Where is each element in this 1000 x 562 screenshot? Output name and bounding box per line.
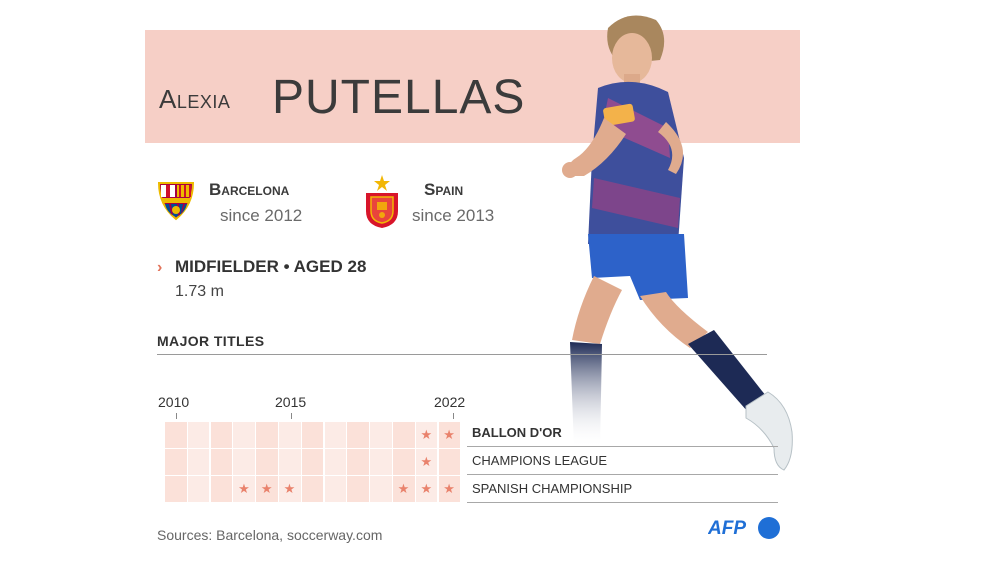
afp-logo: AFP <box>708 517 780 539</box>
title-star-icon: ★ <box>443 481 455 496</box>
title-cell-2020 <box>393 422 415 448</box>
title-cell-2011 <box>187 476 210 502</box>
title-cell-2018 <box>347 476 369 502</box>
title-cell-2018 <box>347 449 369 475</box>
title-cell-2016 <box>301 476 324 502</box>
title-star-icon: ★ <box>238 481 250 496</box>
major-titles-heading: MAJOR TITLES <box>157 333 265 349</box>
title-cell-2013 <box>233 476 255 502</box>
player-last-name: PUTELLAS <box>272 71 526 124</box>
title-cell-2012 <box>210 422 233 448</box>
spain-crest-icon <box>366 175 398 228</box>
title-cell-2022 <box>438 449 461 475</box>
row-divider <box>467 446 778 447</box>
title-cell-2019 <box>370 476 392 502</box>
title-cell-2016 <box>301 422 324 448</box>
title-cell-2014 <box>256 422 278 448</box>
title-cell-2013 <box>233 449 255 475</box>
title-cell-2022 <box>438 476 461 502</box>
title-cell-2014 <box>256 476 278 502</box>
year-tick-2015 <box>291 413 292 419</box>
title-cell-2015 <box>279 449 301 475</box>
title-star-icon: ★ <box>420 454 433 469</box>
title-star-icon: ★ <box>397 481 410 496</box>
position-age: MIDFIELDER • AGED 28 <box>175 257 367 276</box>
title-cell-2010 <box>165 449 187 475</box>
title-cell-2010 <box>165 476 187 502</box>
title-star-icon: ★ <box>443 427 455 442</box>
year-label-2022: 2022 <box>434 394 466 410</box>
title-cell-2011 <box>187 449 210 475</box>
title-cell-2015 <box>279 476 301 502</box>
title-cell-2011 <box>187 422 210 448</box>
year-tick-2010 <box>176 413 177 419</box>
title-row-ballon-dor: BALLON D'OR <box>472 425 562 440</box>
player-height: 1.73 m <box>175 283 224 300</box>
club-name: Barcelona <box>209 180 290 199</box>
year-label-2015: 2015 <box>275 394 307 410</box>
title-cell-2020 <box>393 476 415 502</box>
year-tick-2022 <box>453 413 454 419</box>
title-row-spanish-championship: SPANISH CHAMPIONSHIP <box>472 481 633 496</box>
title-cell-2022 <box>438 422 461 448</box>
title-cell-2013 <box>233 422 255 448</box>
title-star-icon: ★ <box>283 481 296 496</box>
title-cell-2021 <box>415 422 438 448</box>
title-cell-2019 <box>370 449 392 475</box>
title-star-icon: ★ <box>420 481 433 496</box>
fc-barcelona-crest-icon <box>157 182 195 221</box>
title-cell-2017 <box>324 449 347 475</box>
title-cell-2018 <box>347 422 369 448</box>
title-cell-2012 <box>210 449 233 475</box>
sources-note: Sources: Barcelona, soccerway.com <box>157 527 383 543</box>
year-label-2010: 2010 <box>158 394 190 410</box>
chevron-right-icon: › <box>157 259 163 276</box>
title-cell-2017 <box>324 422 347 448</box>
title-cell-2021 <box>415 476 438 502</box>
row-divider <box>467 474 778 475</box>
title-cell-2017 <box>324 476 347 502</box>
title-cell-2010 <box>165 422 187 448</box>
title-cell-2020 <box>393 449 415 475</box>
club-since: since 2012 <box>220 206 303 225</box>
player-first-name: Alexia <box>159 84 231 114</box>
afp-wordmark: AFP <box>708 518 746 539</box>
title-cell-2021 <box>415 449 438 475</box>
title-cell-2016 <box>301 449 324 475</box>
title-star-icon: ★ <box>420 427 433 442</box>
title-cell-2012 <box>210 476 233 502</box>
title-star-icon: ★ <box>260 481 273 496</box>
title-cell-2015 <box>279 422 301 448</box>
player-photo <box>562 15 793 471</box>
national-team-name: Spain <box>424 180 464 199</box>
title-cell-2014 <box>256 449 278 475</box>
national-team-since: since 2013 <box>412 206 495 225</box>
row-divider <box>467 502 778 503</box>
name-banner <box>145 30 800 143</box>
title-row-champions-league: CHAMPIONS LEAGUE <box>472 453 608 468</box>
titles-divider <box>157 354 767 355</box>
title-cell-2019 <box>370 422 392 448</box>
